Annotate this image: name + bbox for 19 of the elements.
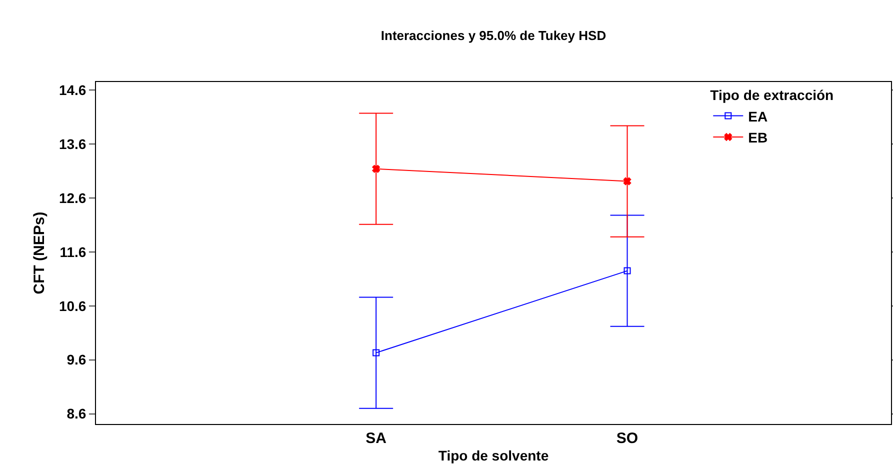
legend-title: Tipo de extracción	[710, 87, 834, 104]
x-axis-title: Tipo de solvente	[438, 447, 549, 464]
y-tick-label: 8.6	[66, 406, 86, 422]
point	[623, 177, 632, 186]
chart-title: Interacciones y 95.0% de Tukey HSD	[380, 28, 606, 43]
y-tick-label: 11.6	[60, 244, 86, 260]
y-axis-title: CFT (NEPs)	[31, 212, 48, 294]
point	[372, 164, 380, 173]
x-tick-label: SA	[366, 430, 387, 447]
y-tick-label: 9.6	[66, 352, 86, 368]
point	[372, 349, 380, 356]
legend-label: EA	[748, 108, 768, 124]
y-tick-label: 10.6	[58, 298, 86, 314]
y-tick-label: 12.6	[58, 190, 86, 206]
x-tick-label: SO	[616, 430, 638, 447]
legend-label: EB	[748, 129, 768, 146]
point	[624, 267, 631, 274]
y-tick-label: 13.6	[58, 136, 86, 152]
y-tick-label: 14.6	[58, 82, 86, 98]
